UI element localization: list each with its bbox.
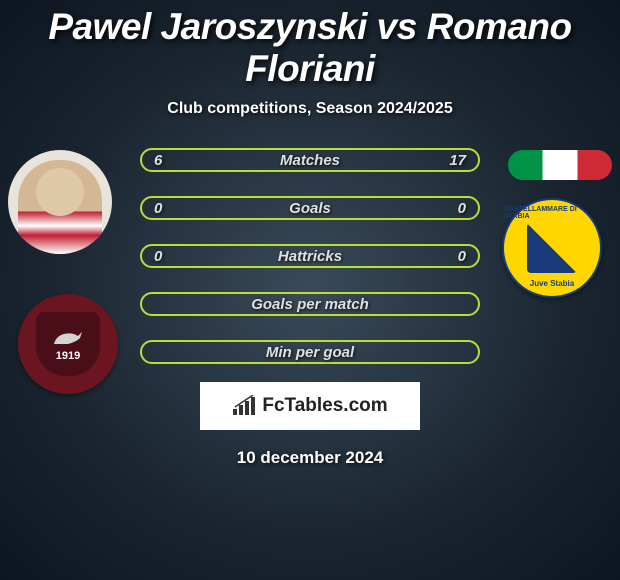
- club-year: 1919: [56, 350, 80, 362]
- stat-label: Min per goal: [266, 344, 354, 361]
- player-right-club-badge: CASTELLAMMARE DI STABIA Juve Stabia: [502, 198, 602, 298]
- stat-left-value: 0: [154, 200, 162, 217]
- brand-label: FcTables.com: [262, 395, 387, 417]
- stat-label: Matches: [280, 152, 340, 169]
- stat-row-matches: 6 Matches 17: [140, 148, 480, 172]
- season-subtitle: Club competitions, Season 2024/2025: [167, 100, 452, 118]
- player-left-club-badge: 1919: [18, 294, 118, 394]
- horse-icon: [50, 326, 86, 348]
- stat-label: Goals: [289, 200, 331, 217]
- stat-row-hattricks: 0 Hattricks 0: [140, 244, 480, 268]
- player-left-column: 1919: [0, 146, 120, 254]
- player-right-column: CASTELLAMMARE DI STABIA Juve Stabia: [500, 146, 620, 180]
- stat-left-value: 0: [154, 248, 162, 265]
- stat-label: Hattricks: [278, 248, 342, 265]
- player-left-photo: [8, 150, 112, 254]
- player-right-flag: [508, 150, 612, 180]
- comparison-area: 1919 6 Matches 17 0 Goals 0 0 Hattricks …: [0, 146, 620, 364]
- stat-label: Goals per match: [251, 296, 369, 313]
- publish-date: 10 december 2024: [237, 448, 384, 468]
- stat-right-value: 17: [449, 152, 466, 169]
- stats-column: 6 Matches 17 0 Goals 0 0 Hattricks 0 Goa…: [120, 146, 500, 364]
- stat-row-min-per-goal: Min per goal: [140, 340, 480, 364]
- club-bottom-text: Juve Stabia: [530, 279, 574, 288]
- stat-row-goals: 0 Goals 0: [140, 196, 480, 220]
- chart-icon: [232, 395, 258, 417]
- stat-row-goals-per-match: Goals per match: [140, 292, 480, 316]
- stat-right-value: 0: [458, 248, 466, 265]
- stat-right-value: 0: [458, 200, 466, 217]
- club-ring-text: CASTELLAMMARE DI STABIA: [504, 206, 600, 220]
- page-title: Pawel Jaroszynski vs Romano Floriani: [0, 6, 620, 90]
- stat-left-value: 6: [154, 152, 162, 169]
- brand-box: FcTables.com: [200, 382, 420, 430]
